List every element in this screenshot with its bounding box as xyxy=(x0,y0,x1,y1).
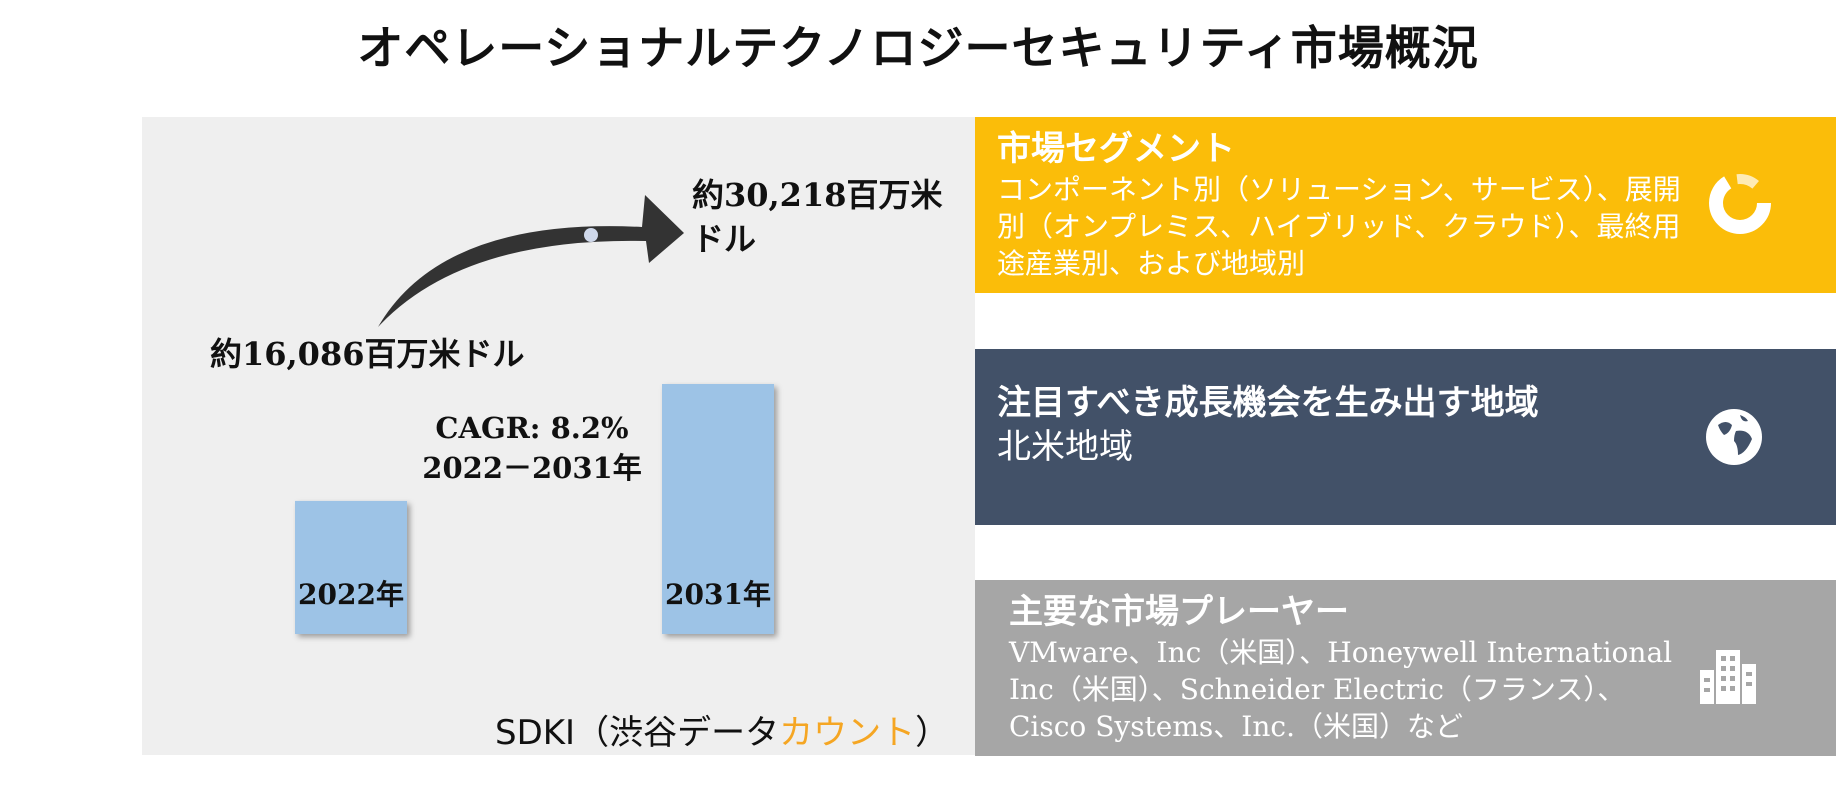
globe-icon xyxy=(1706,409,1762,465)
bar-category-2022: 2022年 xyxy=(298,578,404,611)
value-label-2031: 約30,218百万米ドル xyxy=(692,176,943,258)
brand-suffix: ） xyxy=(915,713,950,753)
growth-arrow xyxy=(378,195,684,327)
bar-category-2031: 2031年 xyxy=(665,578,771,611)
players-body: VMware、Inc（米国）、Honeywell International I… xyxy=(1009,636,1673,743)
bar-2031 xyxy=(662,384,774,634)
region-body: 北米地域 xyxy=(997,427,1133,467)
players-heading: 主要な市場プレーヤー xyxy=(1009,592,1349,632)
bar-2022 xyxy=(295,500,407,634)
page-title: オペレーショナルテクノロジーセキュリティ市場概況 xyxy=(357,21,1479,75)
arrow-dot xyxy=(584,228,598,242)
segment-box: 市場セグメント コンポーネント別（ソリューション、サービス）、展開別（オンプレミ… xyxy=(975,117,1836,293)
region-box: 注目すべき成長機会を生み出す地域 北米地域 xyxy=(975,349,1836,525)
cagr-value: CAGR: 8.2% xyxy=(435,411,629,445)
donut-chart-icon xyxy=(1709,172,1771,234)
buildings-icon xyxy=(1700,650,1756,704)
cagr-period: 2022－2031年 xyxy=(422,451,642,485)
brand-accent: カウント xyxy=(779,713,916,753)
value-label-2022: 約16,086百万米ドル xyxy=(210,335,525,373)
cagr-label: CAGR: 8.2% 2022－2031年 xyxy=(412,408,652,488)
bar-chart xyxy=(295,195,774,634)
brand-logo: SDKI（渋谷データカウント） xyxy=(495,705,949,754)
brand-prefix: SDKI（渋谷データ xyxy=(495,713,780,753)
segment-heading: 市場セグメント xyxy=(997,129,1235,169)
chart-panel: 約16,086百万米ドル 約30,218百万米ドル CAGR: 8.2% 202… xyxy=(142,117,975,755)
segment-body: コンポーネント別（ソリューション、サービス）、展開別（オンプレミス、ハイブリッド… xyxy=(997,173,1681,280)
region-heading: 注目すべき成長機会を生み出す地域 xyxy=(997,383,1539,423)
players-box: 主要な市場プレーヤー VMware、Inc（米国）、Honeywell Inte… xyxy=(975,580,1836,756)
